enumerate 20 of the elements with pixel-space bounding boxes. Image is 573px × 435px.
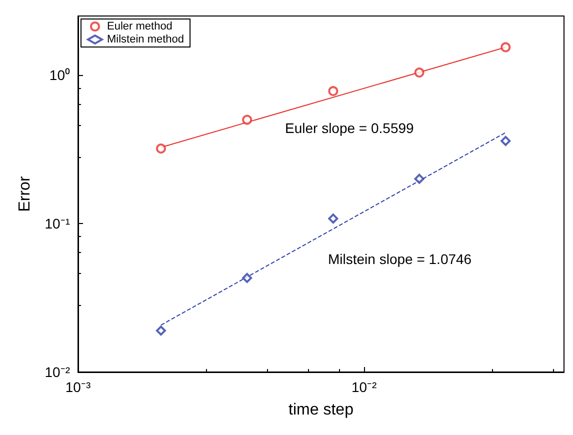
y-tick-label: 10⁻²	[44, 364, 70, 380]
x-axis-title: time step	[288, 402, 354, 418]
legend-label: Euler method	[107, 20, 172, 32]
point	[500, 42, 511, 52]
point	[242, 114, 252, 125]
y-axis-title: Error	[16, 176, 34, 212]
legend-label: Milstein method	[107, 34, 184, 46]
y-tick-label: 10⁰	[49, 67, 70, 84]
point	[414, 68, 424, 78]
point	[328, 214, 338, 224]
point	[156, 326, 166, 336]
annotation: Euler slope = 0.5599	[285, 120, 414, 136]
x-tick-label: 10⁻³	[65, 379, 91, 395]
point	[156, 144, 166, 154]
point	[328, 86, 338, 96]
point	[414, 174, 424, 184]
point	[500, 136, 511, 146]
y-tick-label: 10⁻¹	[44, 216, 70, 232]
point	[242, 272, 252, 283]
annotation: Milstein slope = 1.0746	[328, 251, 472, 267]
